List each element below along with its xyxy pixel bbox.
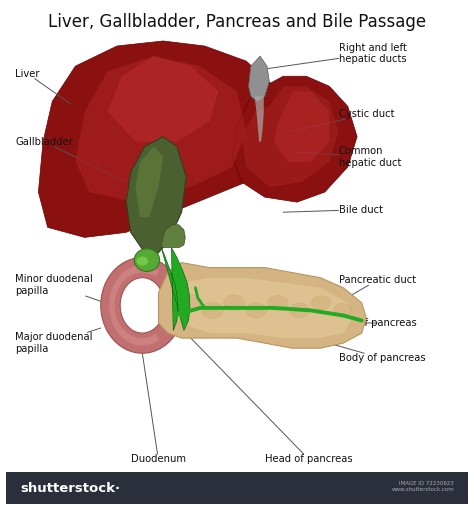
Polygon shape — [126, 137, 186, 258]
Ellipse shape — [333, 304, 352, 318]
Text: Liver, Gallbladder, Pancreas and Bile Passage: Liver, Gallbladder, Pancreas and Bile Pa… — [48, 13, 426, 31]
Polygon shape — [161, 225, 185, 247]
Polygon shape — [182, 278, 353, 338]
Polygon shape — [158, 263, 366, 348]
Text: Liver: Liver — [15, 69, 71, 104]
Text: Bile duct: Bile duct — [283, 205, 383, 215]
Text: Common
hepatic duct: Common hepatic duct — [292, 146, 401, 168]
Text: Major duodenal
papilla: Major duodenal papilla — [15, 328, 101, 354]
Text: Body of pancreas: Body of pancreas — [311, 338, 425, 363]
Text: Minor duodenal
papilla: Minor duodenal papilla — [15, 274, 105, 303]
Ellipse shape — [267, 295, 288, 311]
Polygon shape — [38, 41, 283, 237]
Polygon shape — [242, 86, 338, 187]
Text: IMAGE ID 72230623
www.shutterstock.com: IMAGE ID 72230623 www.shutterstock.com — [392, 481, 454, 492]
Ellipse shape — [246, 302, 266, 318]
Text: Right and left
hepatic ducts: Right and left hepatic ducts — [267, 43, 407, 69]
Polygon shape — [255, 96, 264, 142]
Text: Tail of pancreas: Tail of pancreas — [338, 318, 416, 328]
Polygon shape — [232, 76, 357, 202]
Text: shutterstock·: shutterstock· — [20, 482, 120, 495]
Polygon shape — [75, 56, 246, 202]
Polygon shape — [161, 247, 190, 331]
Text: Gallbladder: Gallbladder — [15, 137, 126, 182]
Text: Pancreatic duct: Pancreatic duct — [329, 275, 416, 308]
Ellipse shape — [201, 302, 223, 319]
Polygon shape — [101, 258, 178, 353]
Ellipse shape — [137, 257, 148, 266]
Polygon shape — [109, 265, 159, 345]
Ellipse shape — [224, 295, 245, 311]
Text: Cystic duct: Cystic duct — [292, 109, 394, 132]
Polygon shape — [108, 56, 219, 142]
Bar — [6, 472, 468, 504]
Ellipse shape — [290, 303, 309, 318]
Text: Head of pancreas: Head of pancreas — [191, 338, 352, 464]
Polygon shape — [248, 56, 269, 102]
Polygon shape — [136, 147, 163, 217]
Ellipse shape — [311, 296, 331, 310]
Text: Duodenum: Duodenum — [131, 353, 186, 464]
Text: Accessory
pancreatic duct: Accessory pancreatic duct — [200, 269, 287, 295]
Ellipse shape — [134, 249, 160, 271]
Ellipse shape — [180, 294, 202, 311]
Polygon shape — [274, 91, 329, 162]
